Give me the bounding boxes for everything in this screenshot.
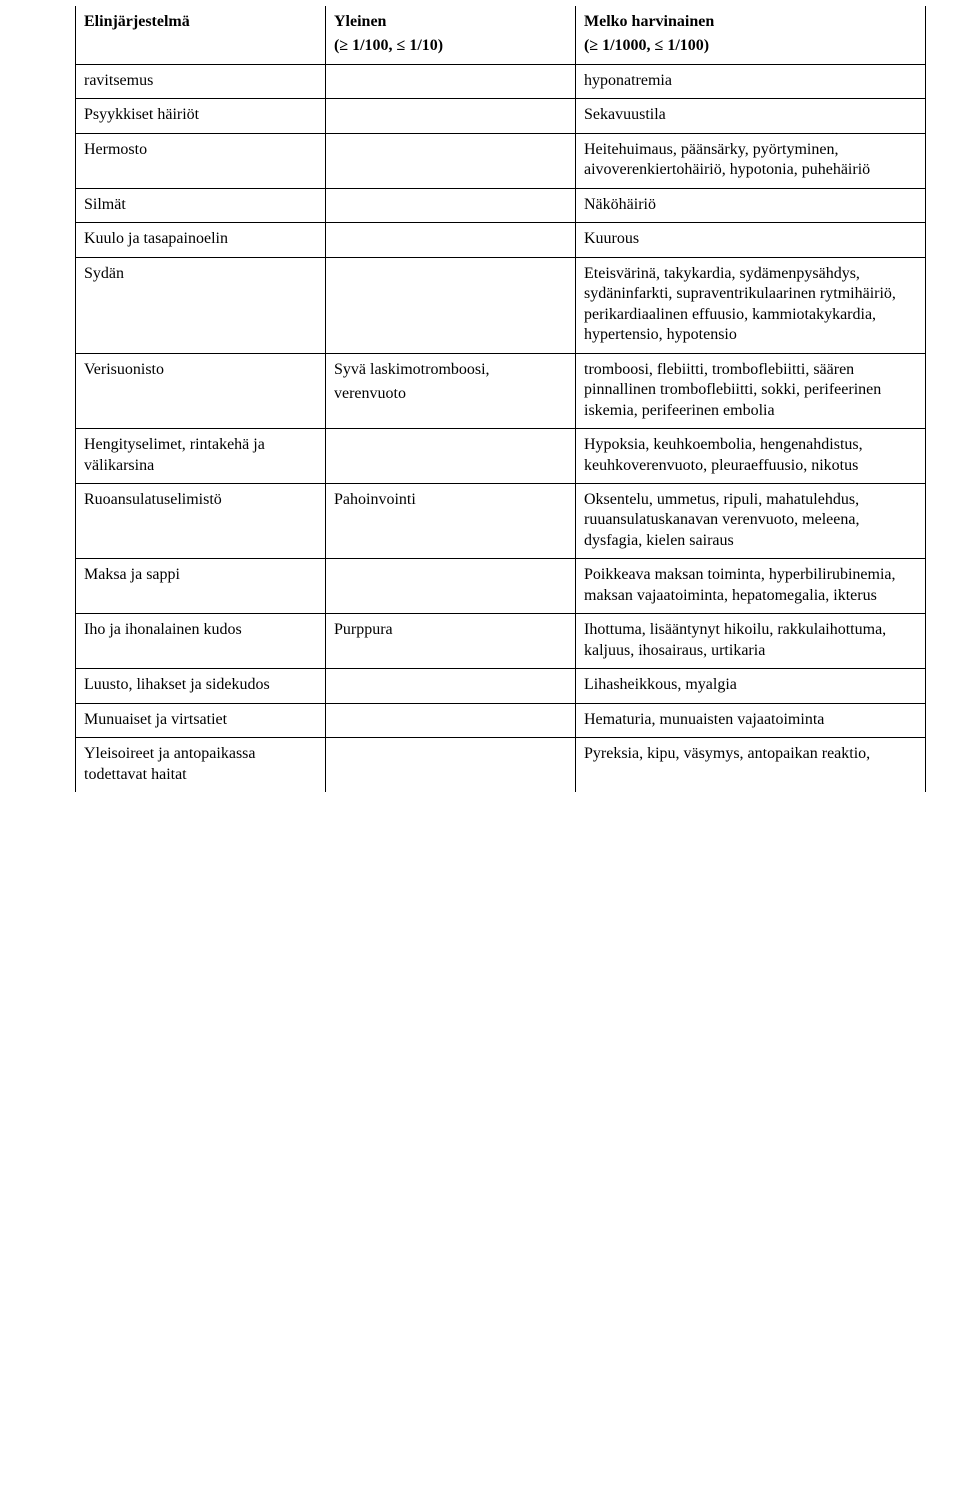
- common-cell: Pahoinvointi: [326, 483, 576, 558]
- uncommon-cell: Eteisvärinä, takykardia, sydämenpysähdys…: [576, 257, 926, 353]
- organ-system-cell: Yleisoireet ja antopaikassa todettavat h…: [76, 738, 326, 792]
- table-row: Hermosto Heitehuimaus, päänsärky, pyörtym…: [76, 133, 926, 188]
- table-row: ravitsemus hyponatremia: [76, 64, 926, 98]
- table-row: Luusto, lihakset ja sidekudos Lihasheikko…: [76, 669, 926, 703]
- organ-system-cell: Iho ja ihonalainen kudos: [76, 614, 326, 669]
- organ-system-cell: Ruoansulatuselimistö: [76, 483, 326, 558]
- organ-system-cell: Hermosto: [76, 133, 326, 188]
- organ-system-cell: Sydän: [76, 257, 326, 353]
- common-cell: [326, 738, 576, 792]
- organ-system-cell: Silmät: [76, 188, 326, 222]
- uncommon-cell: Sekavuustila: [576, 99, 926, 133]
- table-row: Iho ja ihonalainen kudosPurppuraIhottuma…: [76, 614, 926, 669]
- uncommon-cell: hyponatremia: [576, 64, 926, 98]
- col3-sub: (≥ 1/1000, ≤ 1/100): [584, 36, 917, 56]
- organ-system-cell: ravitsemus: [76, 64, 326, 98]
- table-row: VerisuonistoSyvä laskimotromboosi,verenv…: [76, 353, 926, 428]
- common-cell: [326, 188, 576, 222]
- uncommon-cell: Poikkeava maksan toiminta, hyperbilirubi…: [576, 559, 926, 614]
- organ-system-cell: Hengityselimet, rintakehä ja välikarsina: [76, 429, 326, 484]
- table-row: RuoansulatuselimistöPahoinvointiOksentel…: [76, 483, 926, 558]
- uncommon-cell: Oksentelu, ummetus, ripuli, mahatulehdus…: [576, 483, 926, 558]
- organ-system-cell: Verisuonisto: [76, 353, 326, 428]
- uncommon-cell: Hematuria, munuaisten vajaatoiminta: [576, 703, 926, 737]
- uncommon-cell: Näköhäiriö: [576, 188, 926, 222]
- common-cell: Purppura: [326, 614, 576, 669]
- uncommon-cell: tromboosi, flebiitti, tromboflebiitti, s…: [576, 353, 926, 428]
- common-cell: [326, 669, 576, 703]
- table-row: Maksa ja sappi Poikkeava maksan toiminta,…: [76, 559, 926, 614]
- uncommon-cell: Ihottuma, lisääntynyt hikoilu, rakkulaih…: [576, 614, 926, 669]
- common-cell: [326, 64, 576, 98]
- common-cell: [326, 257, 576, 353]
- col2-title: Yleinen: [334, 12, 567, 32]
- table-header-row: Elinjärjestelmä Yleinen (≥ 1/100, ≤ 1/10…: [76, 6, 926, 64]
- organ-system-cell: Luusto, lihakset ja sidekudos: [76, 669, 326, 703]
- col1-title: Elinjärjestelmä: [84, 12, 317, 32]
- table-row: Kuulo ja tasapainoelin Kuurous: [76, 223, 926, 257]
- table-row: Sydän Eteisvärinä, takykardia, sydämenpys…: [76, 257, 926, 353]
- organ-system-cell: Maksa ja sappi: [76, 559, 326, 614]
- table-row: Psyykkiset häiriöt Sekavuustila: [76, 99, 926, 133]
- common-cell: [326, 99, 576, 133]
- organ-system-cell: Kuulo ja tasapainoelin: [76, 223, 326, 257]
- organ-system-cell: Psyykkiset häiriöt: [76, 99, 326, 133]
- uncommon-cell: Pyreksia, kipu, väsymys, antopaikan reak…: [576, 738, 926, 792]
- uncommon-cell: Lihasheikkous, myalgia: [576, 669, 926, 703]
- common-cell: [326, 223, 576, 257]
- table-row: Yleisoireet ja antopaikassa todettavat h…: [76, 738, 926, 792]
- adverse-effects-table: Elinjärjestelmä Yleinen (≥ 1/100, ≤ 1/10…: [75, 6, 926, 792]
- common-cell: Syvä laskimotromboosi,verenvuoto: [326, 353, 576, 428]
- uncommon-cell: Kuurous: [576, 223, 926, 257]
- col3-title: Melko harvinainen: [584, 12, 917, 32]
- common-cell: [326, 429, 576, 484]
- col2-sub: (≥ 1/100, ≤ 1/10): [334, 36, 567, 56]
- common-cell: [326, 133, 576, 188]
- common-cell: [326, 559, 576, 614]
- table-row: Hengityselimet, rintakehä ja välikarsina…: [76, 429, 926, 484]
- table-row: Munuaiset ja virtsatiet Hematuria, munuai…: [76, 703, 926, 737]
- uncommon-cell: Heitehuimaus, päänsärky, pyörtyminen, ai…: [576, 133, 926, 188]
- common-cell: [326, 703, 576, 737]
- table-row: Silmät Näköhäiriö: [76, 188, 926, 222]
- organ-system-cell: Munuaiset ja virtsatiet: [76, 703, 326, 737]
- uncommon-cell: Hypoksia, keuhkoembolia, hengenahdistus,…: [576, 429, 926, 484]
